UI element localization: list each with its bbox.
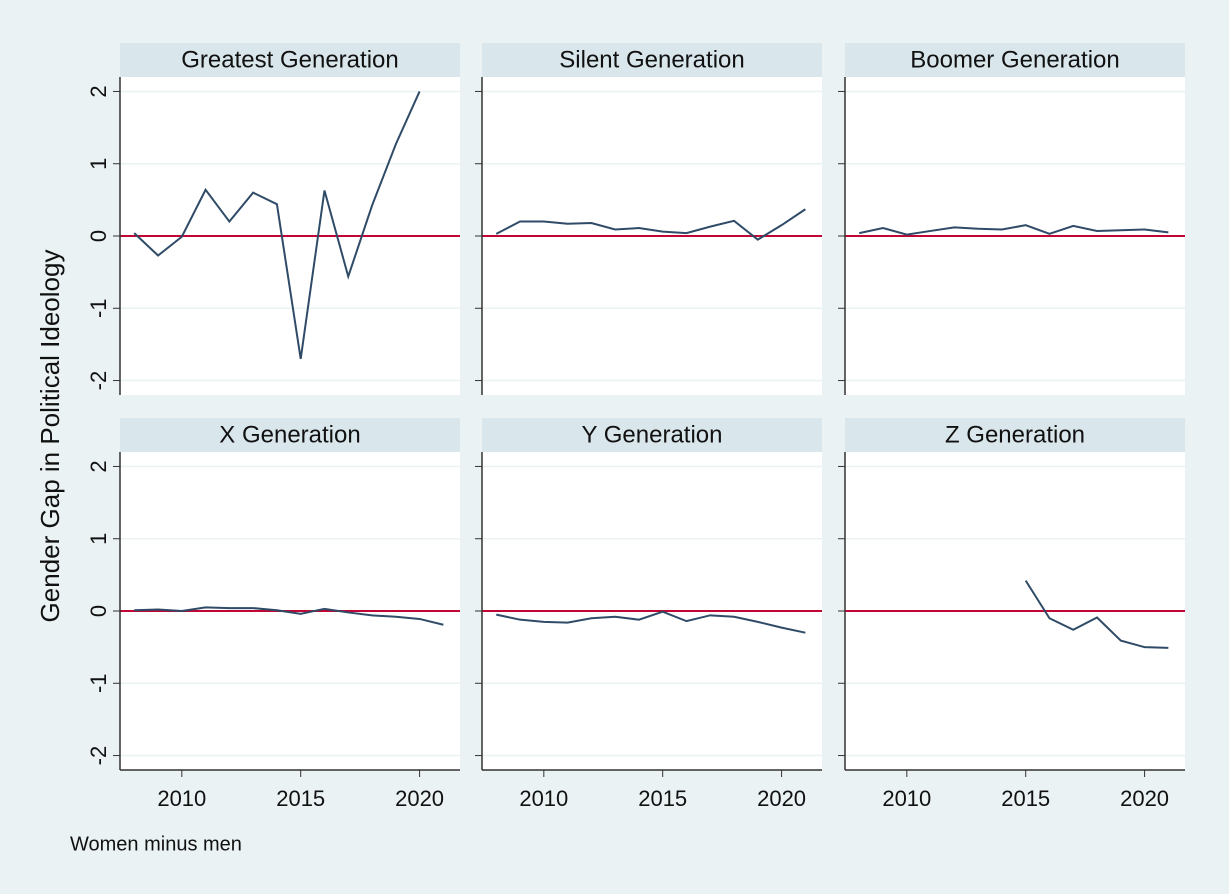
panel-title: Boomer Generation xyxy=(910,46,1119,73)
y-tick-label: 2 xyxy=(86,85,111,97)
panel-header xyxy=(120,43,460,77)
y-tick-label: 1 xyxy=(86,158,111,170)
x-tick-label: 2015 xyxy=(638,786,687,811)
x-tick-label: 2015 xyxy=(276,786,325,811)
series-line xyxy=(496,610,806,634)
x-tick-label: 2020 xyxy=(1120,786,1169,811)
series-line xyxy=(495,208,806,241)
y-tick-label: -2 xyxy=(86,371,111,391)
panel-header xyxy=(482,43,822,77)
panel-header xyxy=(845,43,1185,77)
y-tick-label: 2 xyxy=(86,460,111,472)
panel-header xyxy=(482,418,822,452)
y-tick-label: 0 xyxy=(86,605,111,617)
x-tick-label: 2020 xyxy=(395,786,444,811)
panel-header xyxy=(845,418,1185,452)
panel-title: X Generation xyxy=(219,421,360,448)
x-tick-label: 2010 xyxy=(882,786,931,811)
x-tick-label: 2010 xyxy=(519,786,568,811)
y-tick-label: -1 xyxy=(86,298,111,318)
panel-title: Silent Generation xyxy=(559,46,744,73)
note: Women minus men xyxy=(70,833,242,855)
series-line xyxy=(133,91,421,360)
x-tick-label: 2020 xyxy=(757,786,806,811)
panel-title: Greatest Generation xyxy=(181,46,398,73)
y-axis-label: Gender Gap in Political Ideology xyxy=(35,250,65,623)
series-line xyxy=(134,606,444,626)
x-tick-label: 2015 xyxy=(1001,786,1050,811)
series-line xyxy=(1024,580,1169,649)
panel-title: Y Generation xyxy=(582,421,723,448)
y-tick-label: 0 xyxy=(86,230,111,242)
panel-header xyxy=(120,418,460,452)
x-tick-label: 2010 xyxy=(157,786,206,811)
y-tick-label: -1 xyxy=(86,673,111,693)
panel-title: Z Generation xyxy=(945,421,1085,448)
y-tick-label: 1 xyxy=(86,533,111,545)
series-line xyxy=(859,224,1169,236)
y-tick-label: -2 xyxy=(86,746,111,766)
